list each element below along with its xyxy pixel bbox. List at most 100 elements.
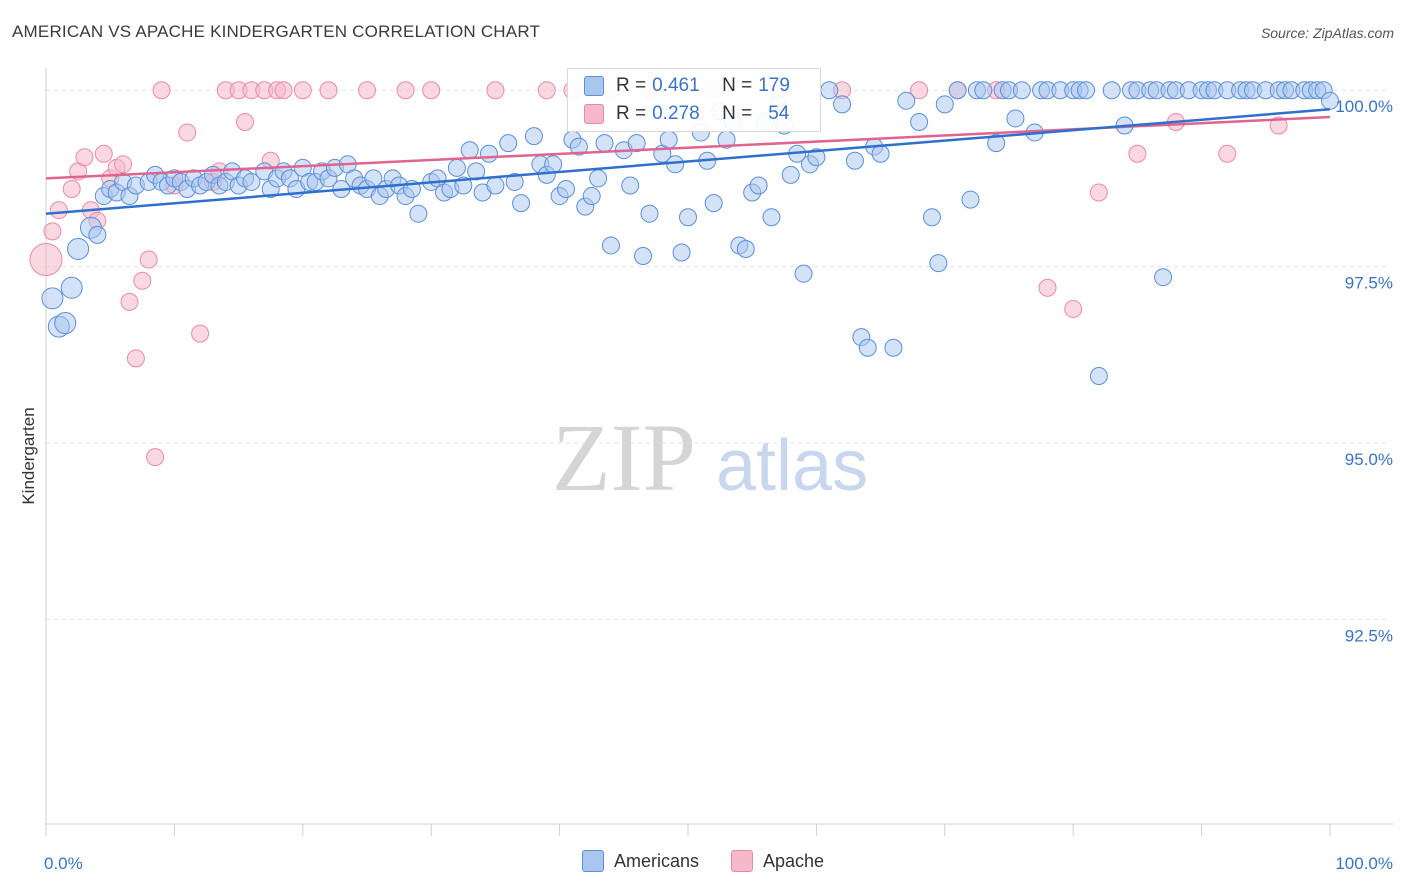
americans-point	[736, 239, 755, 258]
trend-lines	[45, 108, 1331, 215]
americans-point	[447, 158, 466, 177]
apache-point	[191, 324, 210, 343]
americans-point	[569, 137, 588, 156]
americans-point	[871, 144, 890, 163]
apache-point	[49, 201, 68, 220]
apache-point	[75, 148, 94, 167]
americans-point	[486, 176, 505, 195]
y-tick-label: 100.0%	[1335, 97, 1393, 116]
americans-point	[1006, 109, 1025, 128]
americans-point	[512, 194, 531, 213]
watermark-atlas: atlas	[716, 426, 868, 506]
americans-point	[820, 81, 839, 100]
apache-point	[62, 180, 81, 198]
americans-point	[1089, 366, 1108, 385]
americans-point	[242, 172, 261, 191]
apache-point	[293, 81, 312, 100]
americans-point	[54, 312, 77, 335]
y-tick-label: 97.5%	[1345, 274, 1393, 293]
americans-point	[67, 237, 90, 260]
apache-legend-label: Apache	[762, 850, 825, 871]
r-value: 0.461	[652, 75, 700, 96]
americans-point	[935, 95, 954, 114]
americans-point	[922, 208, 941, 227]
americans-point	[601, 236, 620, 255]
x-tick-label: 100.0%	[1335, 854, 1393, 873]
apache-point	[120, 292, 139, 311]
americans-point	[88, 225, 107, 244]
apache-point	[43, 222, 62, 241]
americans-swatch	[584, 76, 604, 96]
legend-item-apache[interactable]: Apache	[730, 850, 825, 872]
series-legend: Americans Apache	[0, 850, 1406, 872]
tick-labels: 92.5% 95.0% 97.5% 100.0% 0.0% 100.0%	[44, 97, 1393, 873]
americans-point	[595, 134, 614, 153]
americans-point	[1012, 81, 1031, 100]
americans-point	[41, 287, 64, 310]
r-value: 0.278	[652, 103, 700, 124]
americans-point	[557, 180, 576, 198]
americans-point	[1077, 81, 1096, 100]
apache-point	[422, 81, 441, 100]
americans-point	[762, 208, 781, 227]
legend-row-americans: R = 0.461 N = 179	[584, 73, 790, 99]
apache-point	[126, 349, 145, 368]
americans-point	[672, 243, 691, 262]
apache-point	[1064, 299, 1083, 318]
americans-point	[781, 165, 800, 184]
americans-point	[621, 176, 640, 195]
source-label: Source: ZipAtlas.com	[1260, 25, 1394, 41]
americans-legend-label: Americans	[613, 850, 699, 871]
americans-point	[948, 81, 967, 100]
n-value: 54	[768, 103, 790, 124]
americans-point	[634, 247, 653, 266]
apache-point	[910, 81, 929, 100]
americans-point	[666, 155, 685, 174]
apache-point	[1038, 278, 1057, 297]
apache-point	[1218, 144, 1237, 163]
apache-point	[274, 81, 293, 100]
americans-point	[544, 155, 563, 174]
americans-point	[704, 194, 723, 213]
americans-point	[858, 338, 877, 357]
americans-point	[499, 134, 518, 153]
apache-point	[146, 448, 165, 467]
americans-point	[589, 169, 608, 188]
apache-point	[358, 81, 376, 100]
americans-point	[910, 112, 929, 131]
r-label: R =	[616, 103, 647, 124]
americans-point	[974, 81, 993, 100]
americans-point	[807, 148, 826, 167]
n-value: 179	[758, 75, 790, 96]
apache-point	[1269, 116, 1288, 135]
stats-legend: R = 0.461 N = 179 R = 0.278 N = 54	[567, 68, 821, 132]
americans-point	[679, 208, 697, 227]
apache-point	[1089, 183, 1108, 202]
apache-point	[486, 81, 505, 100]
apache-point	[178, 123, 197, 142]
apache-legend-swatch	[730, 850, 753, 872]
americans-point	[794, 264, 813, 283]
americans-point	[749, 176, 768, 195]
americans-points	[41, 81, 1339, 385]
americans-point	[479, 144, 498, 163]
chart-title: AMERICAN VS APACHE KINDERGARTEN CORRELAT…	[12, 22, 541, 41]
n-label: N =	[722, 103, 753, 124]
apache-point	[236, 112, 255, 131]
n-label: N =	[722, 75, 753, 96]
americans-point	[897, 91, 916, 110]
americans-point	[640, 204, 659, 223]
apache-point	[139, 250, 158, 269]
y-tick-label: 92.5%	[1345, 626, 1393, 645]
americans-point	[582, 187, 601, 206]
apache-point	[1128, 144, 1147, 163]
axes	[45, 68, 1393, 836]
legend-item-americans[interactable]: Americans	[581, 850, 699, 872]
americans-point	[1102, 81, 1121, 100]
americans-point	[505, 172, 524, 191]
apache-swatch	[584, 104, 604, 124]
y-tick-label: 95.0%	[1345, 450, 1393, 469]
americans-point	[884, 338, 903, 357]
americans-point	[961, 190, 980, 209]
